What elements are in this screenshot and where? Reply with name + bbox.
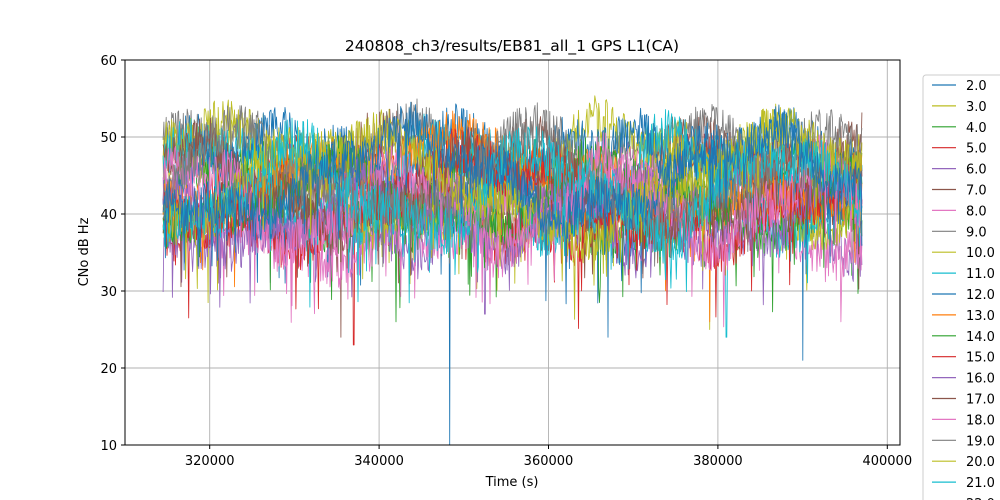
legend-label: 11.0 <box>966 267 995 282</box>
y-tick-label: 50 <box>100 131 117 146</box>
y-tick-label: 60 <box>100 54 117 69</box>
legend-label: 9.0 <box>966 225 987 240</box>
legend-label: 13.0 <box>966 309 995 324</box>
legend-label: 2.0 <box>966 79 987 94</box>
legend-label: 3.0 <box>966 100 987 115</box>
y-axis-label: CNo dB Hz <box>77 217 92 286</box>
series-line-21.0 <box>162 117 863 304</box>
x-axis: 320000 340000 360000 380000 400000 <box>185 445 912 469</box>
y-axis: 10 20 30 40 50 60 <box>100 54 125 454</box>
legend-label: 8.0 <box>966 204 987 219</box>
legend-label: 6.0 <box>966 163 987 178</box>
legend-label: 18.0 <box>966 413 995 428</box>
x-axis-label: Time (s) <box>485 475 539 490</box>
legend-label: 16.0 <box>966 372 995 387</box>
y-tick-label: 30 <box>100 285 117 300</box>
legend-label: 7.0 <box>966 184 987 199</box>
chart-title: 240808_ch3/results/EB81_all_1 GPS L1(CA) <box>345 37 679 56</box>
y-tick-label: 10 <box>100 439 117 454</box>
legend-label: 15.0 <box>966 351 995 366</box>
x-tick-label: 320000 <box>185 454 235 469</box>
legend-label: 21.0 <box>966 476 995 491</box>
legend-label: 4.0 <box>966 121 987 136</box>
legend-label: 5.0 <box>966 142 987 157</box>
y-tick-label: 40 <box>100 208 117 223</box>
legend-label: 14.0 <box>966 330 995 345</box>
y-tick-label: 20 <box>100 362 117 377</box>
legend-label: 10.0 <box>966 246 995 261</box>
x-tick-label: 360000 <box>524 454 574 469</box>
legend-label: 12.0 <box>966 288 995 303</box>
legend-label: 19.0 <box>966 434 995 449</box>
legend-label: 17.0 <box>966 393 995 408</box>
legend-label: 20.0 <box>966 455 995 470</box>
x-tick-label: 340000 <box>354 454 404 469</box>
legend-box <box>922 74 1000 500</box>
series-line-22.0 <box>162 101 863 305</box>
legend: 2.0 3.0 4.0 5.0 6.0 7.0 8.0 9.0 10.0 11.0 12.0 13.0… <box>922 74 1000 500</box>
legend-label: 22.0 <box>966 497 995 500</box>
x-tick-label: 400000 <box>862 454 912 469</box>
plot-series <box>162 95 863 445</box>
x-tick-label: 380000 <box>693 454 743 469</box>
plot-frame <box>124 59 901 446</box>
series-line-18.0 <box>163 132 863 328</box>
